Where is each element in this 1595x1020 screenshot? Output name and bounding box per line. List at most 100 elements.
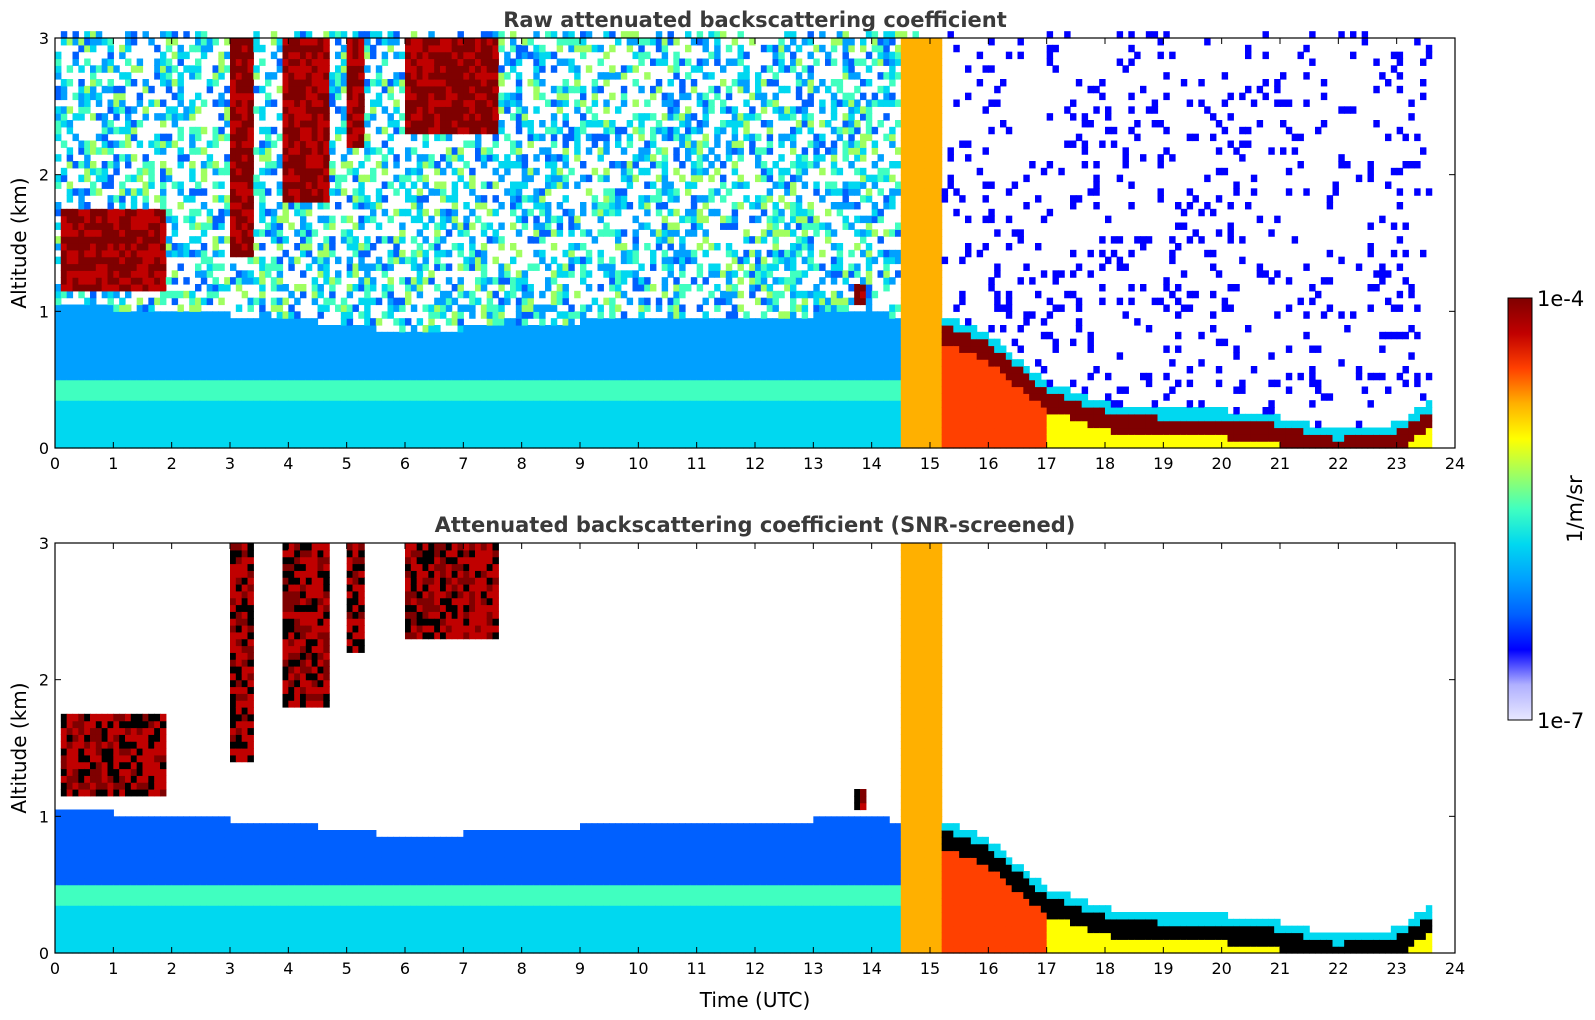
heatmap-cell: [708, 51, 715, 60]
heatmap-cell: [340, 372, 348, 381]
heatmap-cell: [620, 393, 628, 401]
heatmap-cell: [451, 106, 459, 114]
heatmap-cell: [696, 284, 704, 292]
heatmap-cell: [609, 400, 616, 408]
heatmap-cell: [486, 106, 494, 114]
heatmap-cell: [142, 195, 149, 203]
heatmap-cell: [393, 106, 400, 114]
heatmap-cell: [696, 400, 704, 408]
heatmap-cell: [393, 434, 400, 442]
heatmap-cell: [492, 72, 499, 80]
heatmap-cell: [527, 51, 534, 60]
heatmap-cell: [696, 31, 704, 39]
heatmap-cell: [440, 106, 447, 114]
heatmap-cell: [632, 420, 639, 429]
heatmap-cell: [305, 236, 313, 244]
heatmap-cell: [288, 338, 295, 347]
heatmap-cell: [101, 167, 109, 176]
heatmap-cell: [580, 277, 587, 285]
heatmap-cell: [265, 72, 272, 80]
heatmap-cell: [393, 51, 400, 60]
heatmap-cell: [638, 51, 645, 60]
heatmap-cell: [294, 65, 301, 73]
heatmap-cell: [609, 311, 616, 319]
heatmap-cell: [650, 393, 657, 401]
heatmap-cell: [696, 140, 704, 148]
heatmap-cell: [142, 318, 149, 326]
heatmap-cell: [533, 79, 540, 87]
heatmap-cell: [428, 325, 435, 333]
heatmap-cell: [95, 420, 103, 429]
heatmap-cell: [142, 359, 149, 367]
heatmap-cell: [696, 58, 704, 66]
heatmap-cell: [265, 352, 272, 360]
heatmap-cell: [603, 263, 610, 271]
heatmap-cell: [702, 154, 709, 162]
heatmap-cell: [381, 167, 389, 176]
heatmap-cell: [615, 72, 622, 80]
heatmap-cell: [603, 297, 610, 306]
heatmap-cell: [60, 338, 68, 347]
heatmap-cell: [486, 372, 494, 381]
heatmap-cell: [154, 366, 161, 374]
heatmap-cell: [679, 379, 686, 388]
heatmap-cell: [603, 434, 610, 442]
heatmap-cell: [381, 181, 389, 189]
heatmap-cell: [200, 359, 208, 367]
heatmap-cell: [253, 243, 260, 251]
heatmap-cell: [434, 297, 441, 306]
heatmap-cell: [580, 229, 587, 237]
heatmap-cell: [235, 92, 243, 101]
heatmap-cell: [405, 366, 412, 374]
heatmap-cell: [545, 181, 552, 189]
heatmap-cell: [195, 147, 202, 155]
heatmap-cell: [235, 243, 243, 251]
heatmap-cell: [177, 427, 184, 435]
heatmap-cell: [568, 222, 575, 230]
heatmap-cell: [294, 79, 301, 87]
heatmap-cell: [504, 133, 511, 142]
heatmap-cell: [399, 427, 406, 435]
heatmap-cell: [457, 79, 464, 87]
heatmap-cell: [393, 413, 400, 422]
heatmap-cell: [556, 126, 564, 135]
heatmap-cell: [136, 386, 144, 394]
heatmap-cell: [218, 126, 225, 135]
heatmap-cell: [696, 99, 704, 107]
heatmap-cell: [270, 413, 278, 422]
heatmap-cell: [597, 311, 604, 319]
heatmap-cell: [113, 113, 120, 121]
heatmap-cell: [445, 92, 453, 101]
heatmap-cell: [556, 407, 564, 415]
heatmap-cell: [568, 441, 575, 449]
heatmap-cell: [393, 318, 400, 326]
heatmap-cell: [655, 427, 663, 435]
heatmap-cell: [247, 51, 254, 60]
heatmap-cell: [335, 420, 342, 429]
heatmap-cell: [95, 331, 103, 340]
heatmap-cell: [253, 413, 260, 422]
heatmap-cell: [521, 345, 529, 353]
heatmap-cell: [259, 386, 266, 394]
heatmap-cell: [311, 140, 319, 148]
heatmap-cell: [148, 413, 155, 422]
heatmap-cell: [422, 441, 429, 449]
heatmap-cell: [206, 85, 214, 94]
heatmap-cell: [364, 113, 371, 121]
heatmap-cell: [352, 352, 359, 360]
heatmap-cell: [177, 126, 184, 135]
heatmap-cell: [533, 188, 540, 196]
heatmap-cell: [165, 366, 173, 374]
heatmap-cell: [241, 51, 249, 60]
heatmap-cell: [702, 72, 709, 80]
heatmap-cell: [445, 393, 453, 401]
heatmap-cell: [218, 99, 225, 107]
heatmap-cell: [597, 229, 604, 237]
heatmap-cell: [515, 345, 523, 353]
heatmap-cell: [690, 208, 698, 217]
heatmap-cell: [247, 195, 254, 203]
heatmap-cell: [492, 85, 499, 94]
heatmap-cell: [107, 222, 114, 230]
heatmap-cell: [107, 297, 114, 306]
heatmap-cell: [119, 126, 126, 135]
